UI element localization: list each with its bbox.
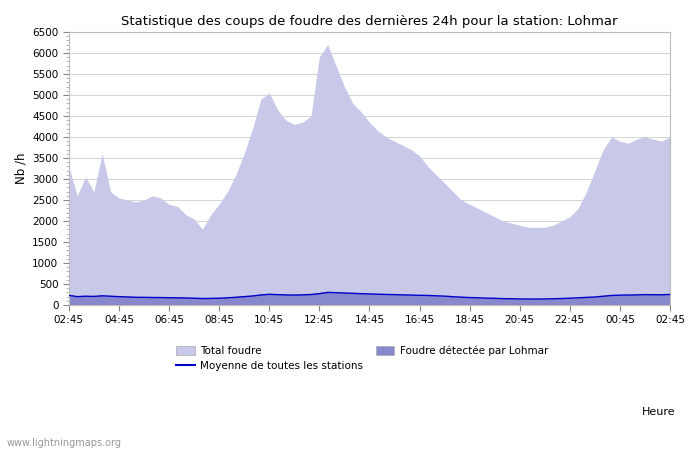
Text: www.lightningmaps.org: www.lightningmaps.org — [7, 438, 122, 448]
Y-axis label: Nb /h: Nb /h — [15, 153, 28, 184]
Legend: Total foudre, Moyenne de toutes les stations, Foudre détectée par Lohmar: Total foudre, Moyenne de toutes les stat… — [176, 346, 548, 371]
Text: Heure: Heure — [642, 407, 675, 417]
Title: Statistique des coups de foudre des dernières 24h pour la station: Lohmar: Statistique des coups de foudre des dern… — [121, 15, 617, 28]
